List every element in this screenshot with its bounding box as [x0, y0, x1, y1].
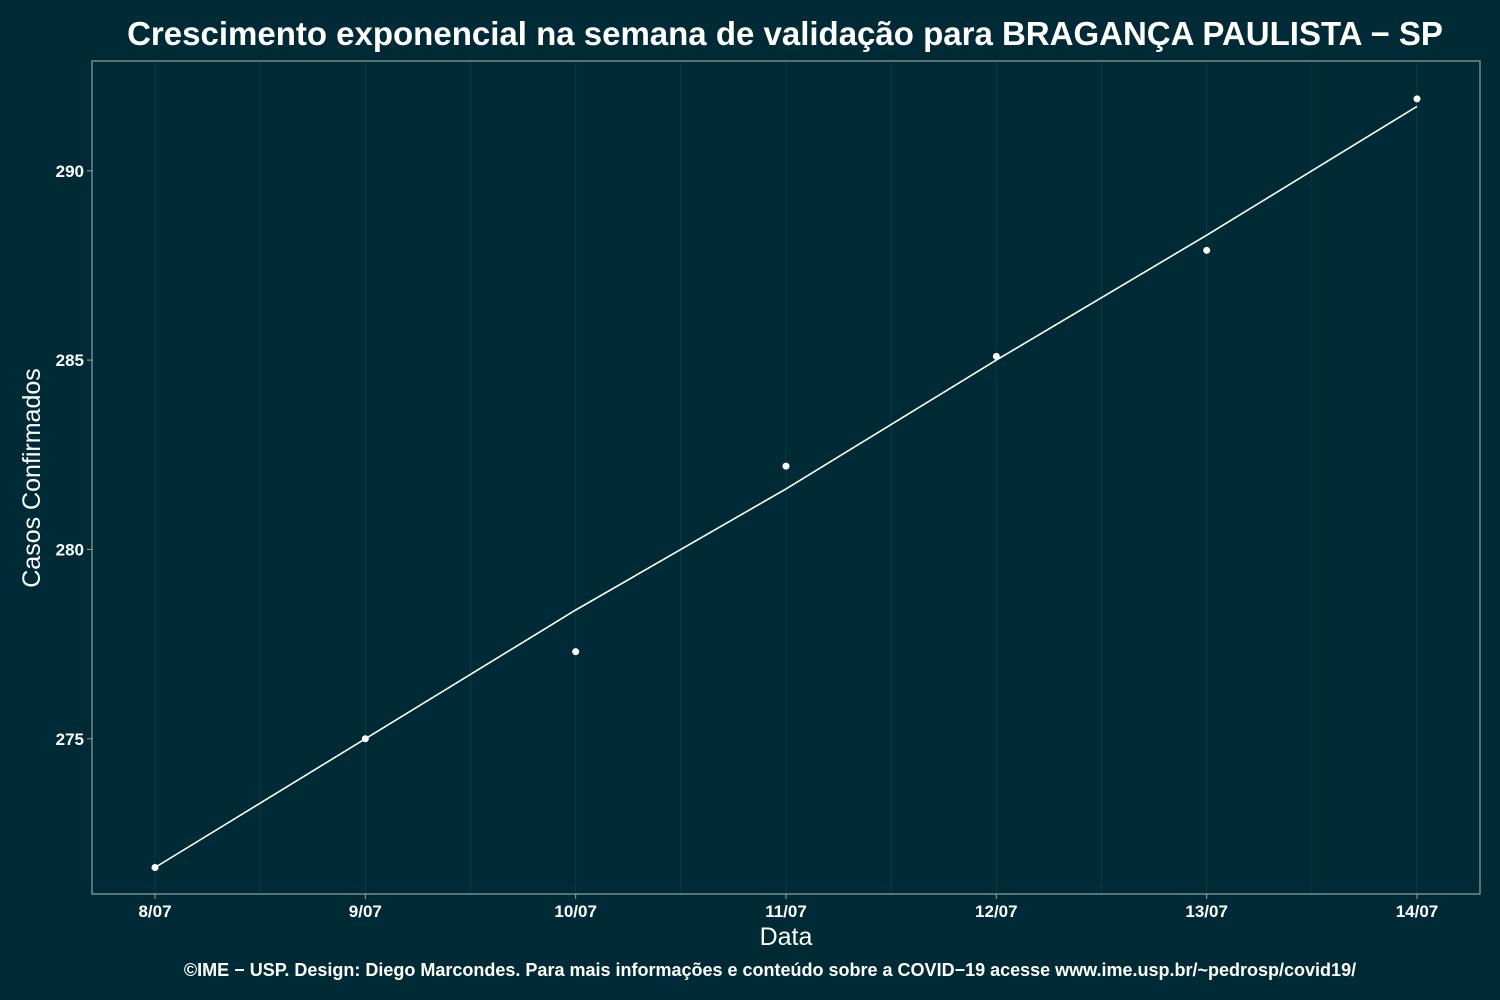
x-axis-title: Data [760, 923, 813, 951]
x-tick-label: 9/07 [349, 902, 382, 921]
data-point [992, 352, 1000, 360]
data-point [782, 462, 790, 470]
x-tick-label: 12/07 [975, 902, 1018, 921]
y-tick-label: 280 [56, 540, 84, 559]
data-point [361, 735, 369, 743]
grid-lines [154, 61, 1418, 894]
x-tick-label: 14/07 [1396, 902, 1439, 921]
x-axis-ticks: 8/07 9/07 10/07 11/07 12/07 13/07 14/07 [138, 894, 1438, 921]
data-point [1413, 95, 1421, 103]
y-axis-title: Casos Confirmados [18, 368, 46, 588]
chart-title: Crescimento exponencial na semana de val… [127, 15, 1443, 52]
x-tick-label: 8/07 [138, 902, 171, 921]
data-point [572, 648, 580, 656]
chart-caption: ©IME − USP. Design: Diego Marcondes. Par… [184, 960, 1356, 980]
x-tick-label: 10/07 [554, 902, 597, 921]
data-point [1203, 246, 1211, 254]
y-axis-ticks: 275 280 285 290 [56, 162, 92, 749]
data-points-layer [151, 95, 1421, 871]
y-tick-label: 275 [56, 730, 84, 749]
data-point [151, 863, 159, 871]
x-tick-label: 11/07 [765, 902, 807, 921]
y-tick-label: 285 [56, 351, 84, 370]
x-tick-label: 13/07 [1185, 902, 1228, 921]
y-tick-label: 290 [56, 162, 84, 181]
